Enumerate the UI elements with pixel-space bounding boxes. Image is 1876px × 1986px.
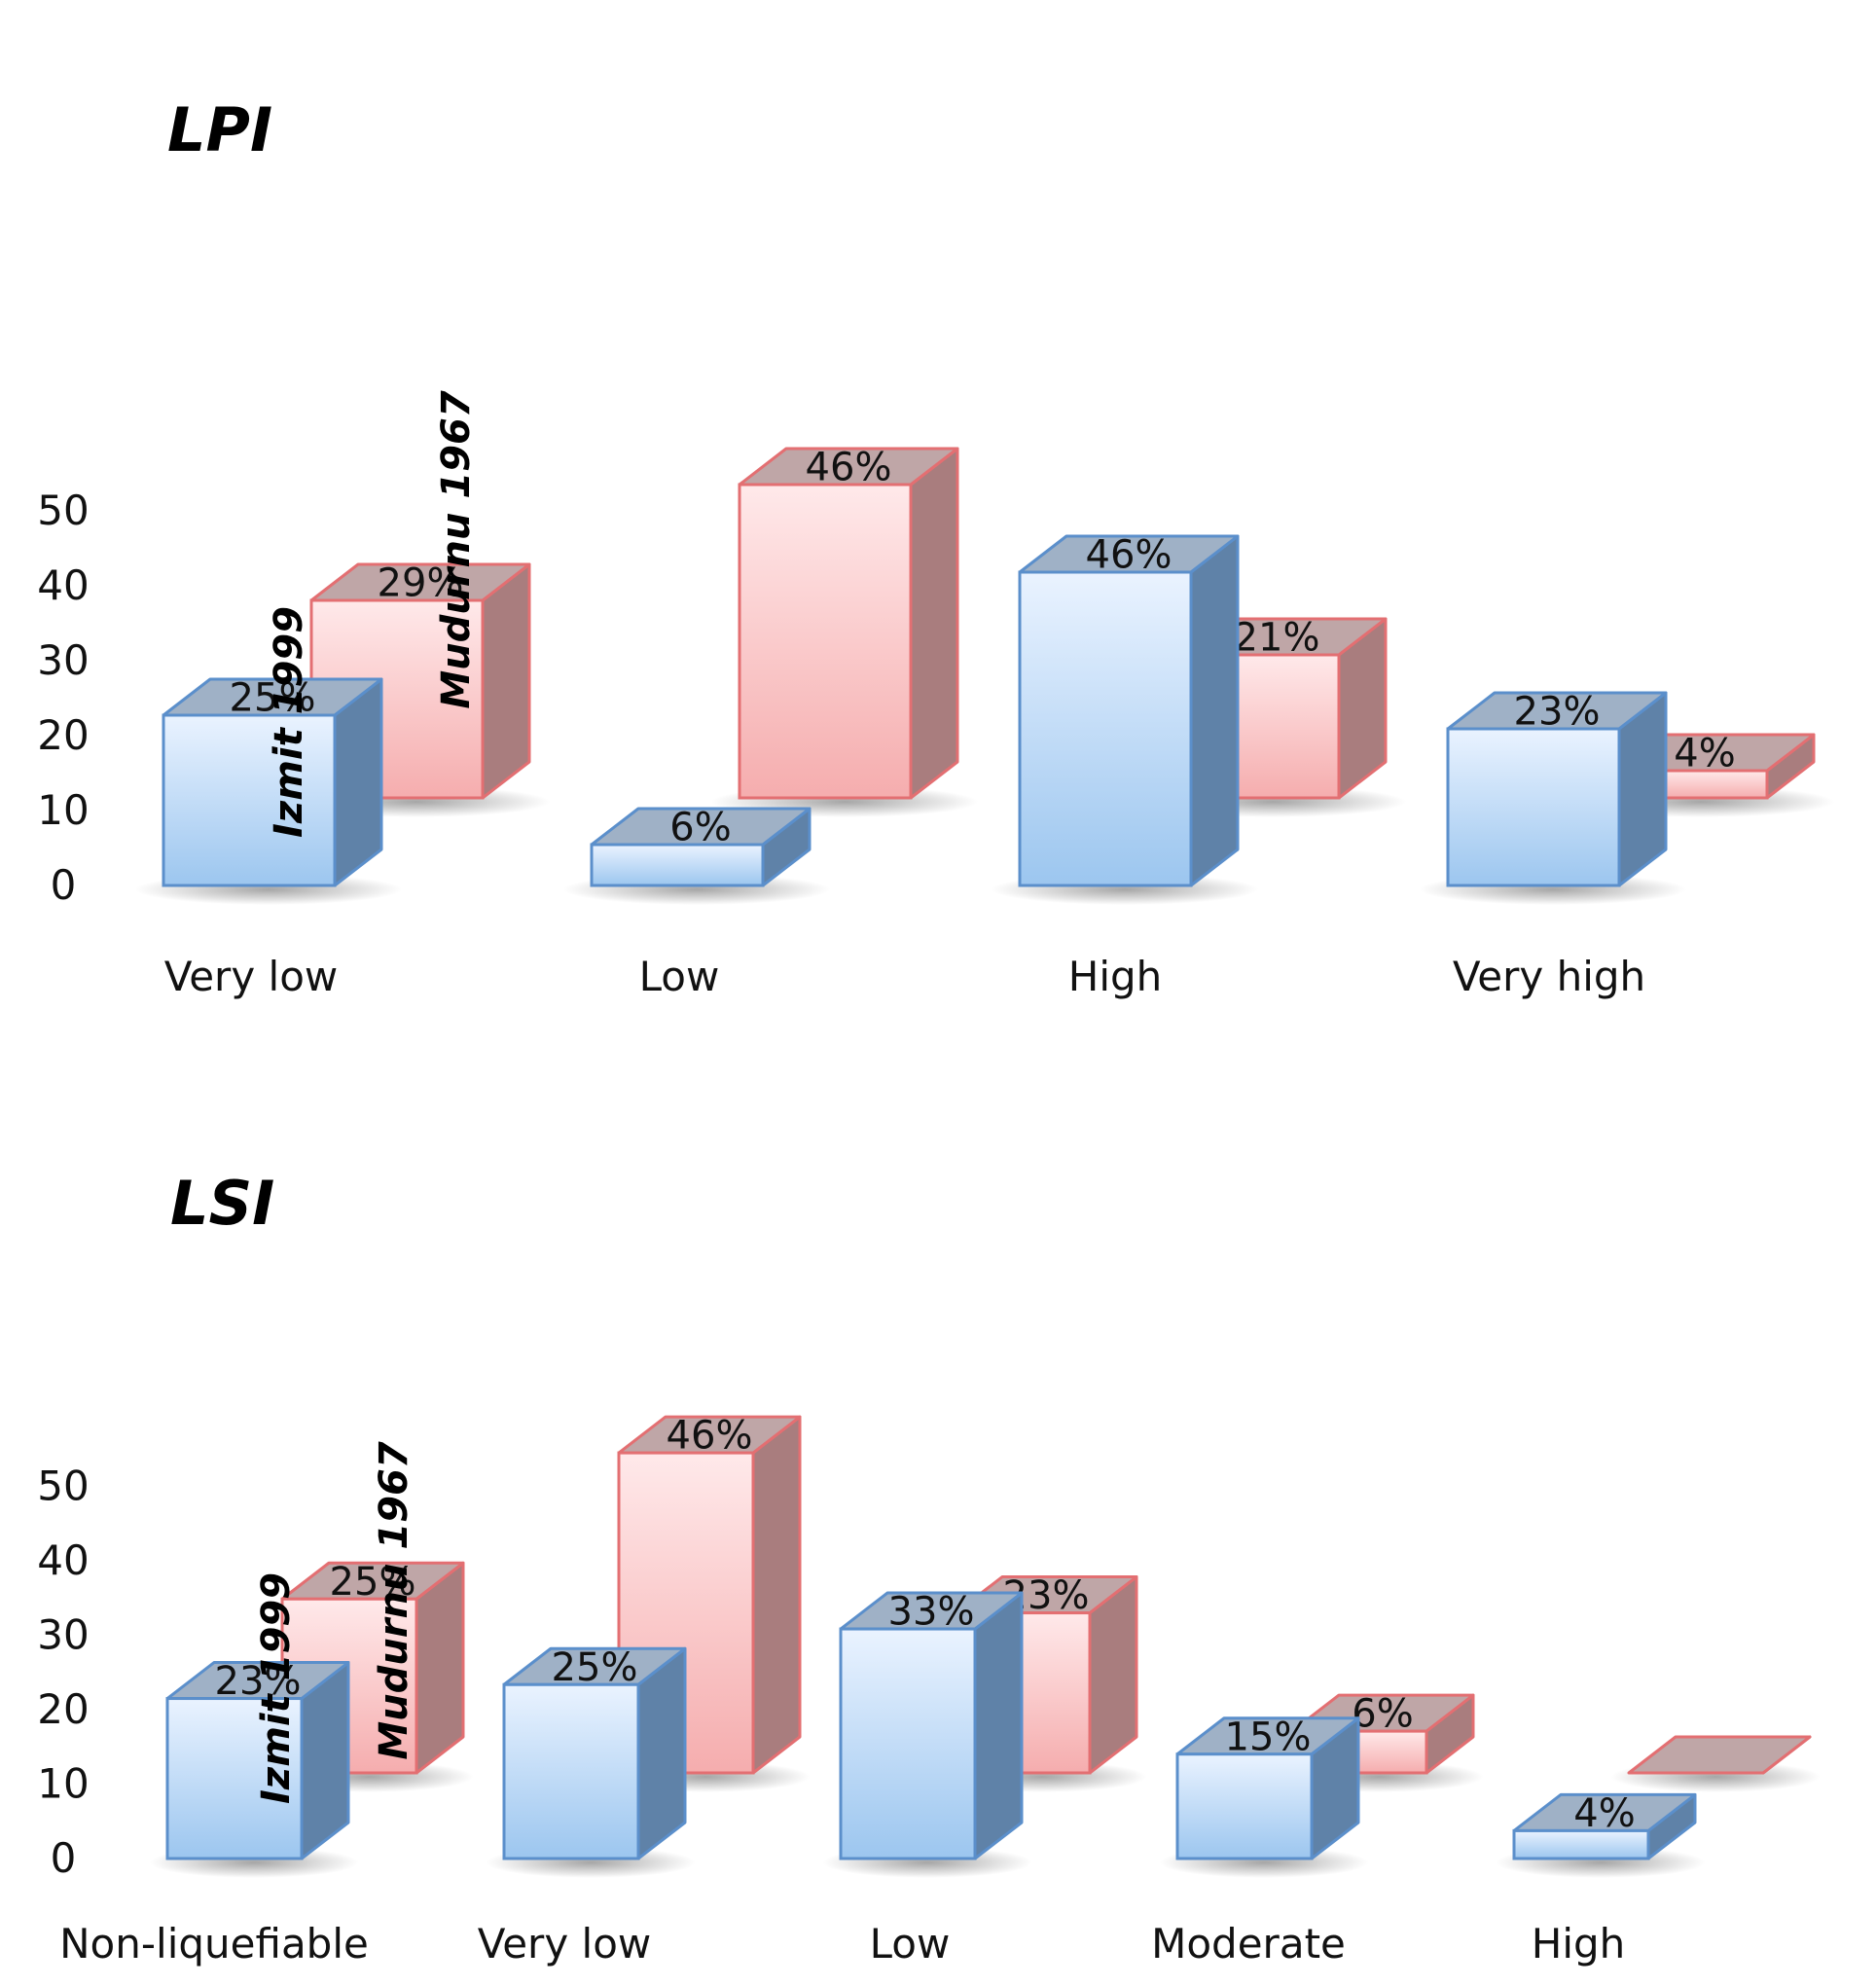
y-tick-0: 0 — [51, 1834, 77, 1882]
bar-izmit-non-liquefiable — [149, 1661, 359, 1878]
label-mudurnu-very-low: 46% — [667, 1414, 753, 1459]
bar-izmit-non-liquefiable-front — [165, 1697, 304, 1860]
label-mudurnu-high: 21% — [1234, 616, 1320, 661]
chart-title: LSI — [170, 1168, 274, 1239]
bar-izmit-low-side — [973, 1591, 1024, 1860]
bar-izmit-very-low-front — [162, 713, 337, 887]
label-mudurnu-very-low: 29% — [378, 561, 464, 606]
label-mudurnu-low: 46% — [806, 446, 892, 490]
bar-mudurnu-high — [1610, 1735, 1821, 1792]
y-tick-10: 10 — [37, 786, 89, 834]
bar-mudurnu-low-front — [738, 483, 913, 800]
label-izmit-low: 33% — [888, 1590, 975, 1635]
bar-mudurnu-high-top — [1627, 1735, 1812, 1775]
bar-izmit-high — [991, 534, 1259, 905]
category-high: High — [1068, 953, 1163, 1000]
series-label-izmit: Izmit 1999 — [267, 606, 311, 838]
bar-izmit-low-front — [590, 843, 765, 887]
bar-izmit-moderate-front — [1175, 1752, 1314, 1860]
label-izmit-non-liquefiable: 23% — [215, 1659, 302, 1704]
bar-izmit-very-high — [1419, 691, 1687, 905]
bar-izmit-low — [822, 1591, 1032, 1878]
bar-mudurnu-very-low-side — [481, 562, 531, 800]
y-tick-50: 50 — [37, 1462, 89, 1510]
category-very-high: Very high — [1453, 953, 1645, 1000]
label-izmit-very-high: 23% — [1514, 690, 1601, 735]
label-izmit-high: 46% — [1086, 533, 1172, 578]
label-izmit-high: 4% — [1573, 1791, 1635, 1836]
series-label-mudurnu: Mudurnu 1967 — [372, 1441, 416, 1759]
category-very-low: Very low — [164, 953, 339, 1000]
y-tick-30: 30 — [37, 636, 89, 684]
bar-izmit-very-low — [134, 677, 403, 905]
label-izmit-very-low: 25% — [230, 676, 316, 721]
y-tick-40: 40 — [37, 561, 89, 609]
bar-izmit-high-front — [1512, 1828, 1650, 1860]
bar-izmit-very-low-front — [502, 1682, 640, 1860]
y-tick-20: 20 — [37, 711, 89, 759]
label-mudurnu-very-high: 4% — [1674, 732, 1735, 776]
bar-izmit-moderate — [1159, 1716, 1369, 1878]
y-tick-40: 40 — [37, 1536, 89, 1584]
bar-izmit-high-front — [1018, 570, 1193, 887]
bar-izmit-very-low — [486, 1646, 696, 1878]
bar-izmit-high — [1496, 1792, 1706, 1878]
category-low: Low — [870, 1920, 951, 1968]
category-non-liquefiable: Non-liquefiable — [59, 1920, 369, 1968]
bar-mudurnu-low-side — [909, 447, 959, 800]
label-izmit-very-low: 25% — [552, 1645, 638, 1690]
label-mudurnu-moderate: 6% — [1352, 1692, 1413, 1737]
label-izmit-low: 6% — [669, 806, 731, 850]
chart-title: LPI — [167, 94, 272, 165]
bar-izmit-very-high-front — [1446, 727, 1621, 887]
label-izmit-moderate: 15% — [1225, 1715, 1312, 1759]
category-very-low: Very low — [478, 1920, 652, 1968]
category-high: High — [1532, 1920, 1626, 1968]
chart-lpi: 0 10 20 30 40 50 LPI 29% 46% 21% 4% 25% 6% 46% 23% Izmi… — [37, 94, 1835, 1000]
bar-mudurnu-very-low-side — [751, 1415, 802, 1775]
y-tick-0: 0 — [51, 861, 77, 909]
bar-izmit-low — [562, 807, 831, 905]
bar-izmit-high-side — [1189, 534, 1240, 887]
bar-mudurnu-very-low — [282, 562, 551, 817]
y-tick-10: 10 — [37, 1760, 89, 1808]
series-label-izmit: Izmit 1999 — [254, 1572, 299, 1804]
label-mudurnu-non-liquefiable: 25% — [330, 1560, 416, 1605]
y-tick-20: 20 — [37, 1685, 89, 1733]
category-moderate: Moderate — [1151, 1920, 1346, 1968]
series-label-mudurnu: Mudurnu 1967 — [434, 390, 479, 708]
bar-izmit-low-front — [839, 1627, 977, 1860]
y-tick-50: 50 — [37, 487, 89, 534]
category-low: Low — [639, 953, 720, 1000]
y-tick-30: 30 — [37, 1611, 89, 1659]
bar-mudurnu-low — [710, 447, 979, 817]
